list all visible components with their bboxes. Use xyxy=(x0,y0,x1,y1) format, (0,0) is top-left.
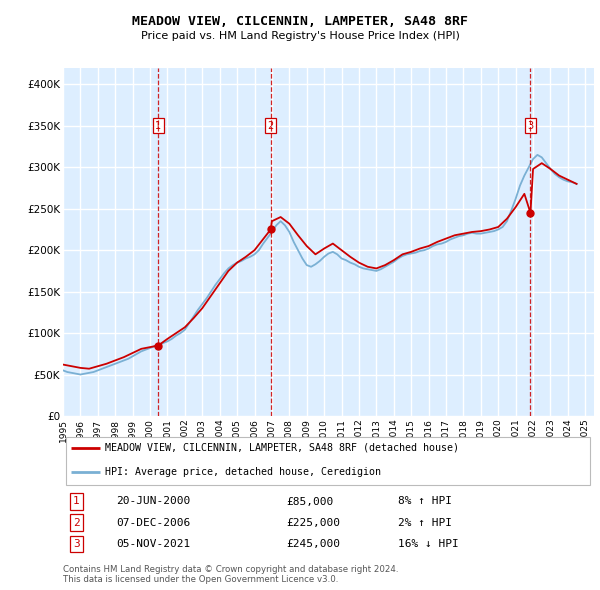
Text: 1: 1 xyxy=(155,121,161,131)
Text: £225,000: £225,000 xyxy=(286,518,340,527)
FancyBboxPatch shape xyxy=(65,437,590,484)
Text: Contains HM Land Registry data © Crown copyright and database right 2024.
This d: Contains HM Land Registry data © Crown c… xyxy=(63,565,398,584)
Text: Price paid vs. HM Land Registry's House Price Index (HPI): Price paid vs. HM Land Registry's House … xyxy=(140,31,460,41)
Text: £85,000: £85,000 xyxy=(286,497,333,506)
Text: 8% ↑ HPI: 8% ↑ HPI xyxy=(398,497,452,506)
Text: 07-DEC-2006: 07-DEC-2006 xyxy=(116,518,190,527)
Text: MEADOW VIEW, CILCENNIN, LAMPETER, SA48 8RF (detached house): MEADOW VIEW, CILCENNIN, LAMPETER, SA48 8… xyxy=(106,443,460,453)
Text: 2: 2 xyxy=(73,518,80,527)
Text: £245,000: £245,000 xyxy=(286,539,340,549)
Text: HPI: Average price, detached house, Ceredigion: HPI: Average price, detached house, Cere… xyxy=(106,467,382,477)
Text: 3: 3 xyxy=(527,121,533,131)
Text: 16% ↓ HPI: 16% ↓ HPI xyxy=(398,539,458,549)
Text: MEADOW VIEW, CILCENNIN, LAMPETER, SA48 8RF: MEADOW VIEW, CILCENNIN, LAMPETER, SA48 8… xyxy=(132,15,468,28)
Text: 2% ↑ HPI: 2% ↑ HPI xyxy=(398,518,452,527)
Text: 20-JUN-2000: 20-JUN-2000 xyxy=(116,497,190,506)
Text: 3: 3 xyxy=(73,539,80,549)
Text: 1: 1 xyxy=(73,497,80,506)
Text: 2: 2 xyxy=(268,121,274,131)
Text: 05-NOV-2021: 05-NOV-2021 xyxy=(116,539,190,549)
